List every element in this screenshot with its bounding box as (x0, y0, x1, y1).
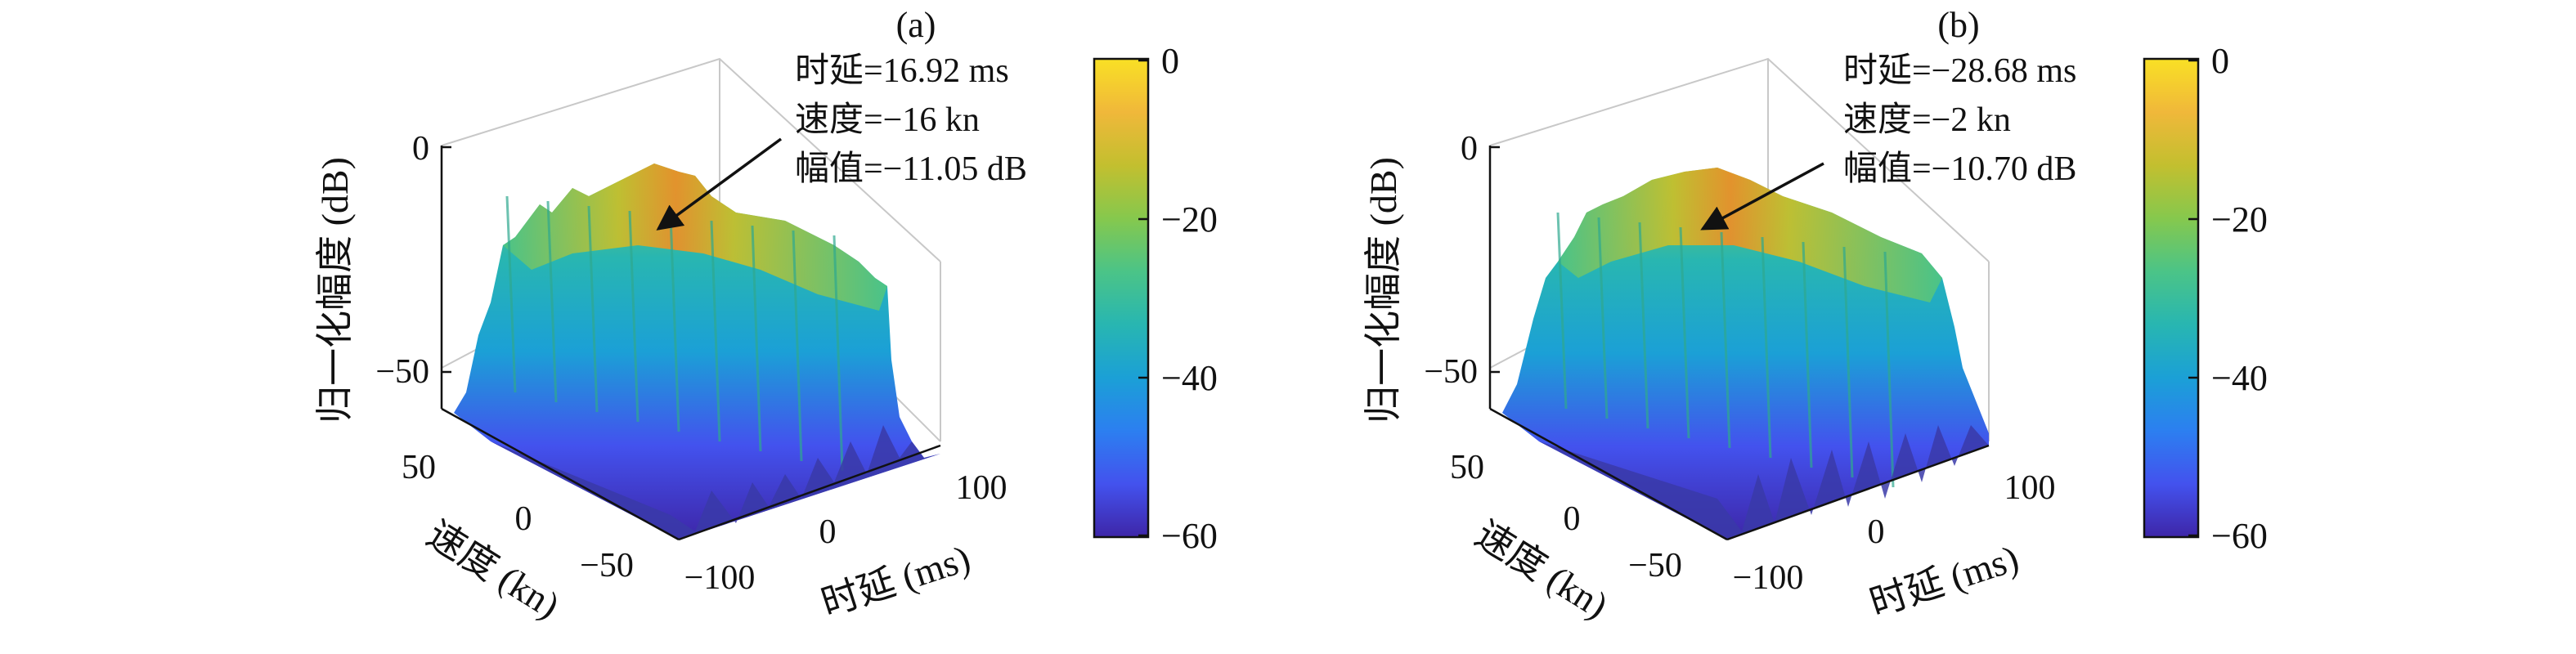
panel-a-xlabel: 时延 (ms) (816, 537, 975, 625)
panel-a-y-ticks: 50 0 −50 (402, 449, 634, 585)
panel-b-annotation-line: 幅值=−10.70 dB (1843, 150, 2076, 188)
panel-b-surface-top (1558, 168, 1942, 302)
panel-a-y-tick: 50 (402, 449, 436, 486)
panel-b-annotation: 时延=−28.68 ms 速度=−2 kn 幅值=−10.70 dB (1843, 52, 2076, 188)
surface-ridge (1720, 231, 1731, 449)
panel-b-x-tick: 0 (1868, 513, 1885, 551)
panel-b-colorbar-bar (2143, 57, 2200, 539)
panel-b-x-ticks: −100 0 100 (1733, 469, 2056, 597)
panel-b-axes (1488, 146, 1990, 541)
panel-b-annotation-line: 速度=−2 kn (1843, 101, 2011, 139)
panel-a-noise-floor (491, 425, 940, 540)
panel-b-noise-floor (1539, 425, 1989, 540)
surface-ridge (1883, 251, 1895, 488)
panel-a-y-tick: −50 (580, 547, 634, 585)
panel-a-zlabel: 归一化幅度 (dB) (314, 157, 356, 423)
panel-b-colorbar-tick: −40 (2211, 358, 2268, 398)
panel-a-z-tick: 0 (412, 130, 429, 168)
panel-b-annotation-arrow (1700, 162, 1824, 231)
panel-a-label: (a) (896, 5, 936, 45)
surface-ridge (1556, 212, 1568, 410)
surface-ridge (710, 220, 721, 442)
panel-a-colorbar-tick: −20 (1161, 199, 1218, 240)
panel-b-colorbar-tick: −60 (2211, 516, 2268, 556)
panel-a-colorbar-bar (1093, 57, 1150, 539)
panel-a: (a) 0 −50 (314, 5, 1218, 626)
panel-a-z-ticks: 0 −50 (375, 130, 429, 391)
panel-b-annotation-line: 时延=−28.68 ms (1843, 52, 2076, 90)
panel-a-ylabel: 速度 (kn) (420, 513, 567, 627)
surface-ridge (1638, 222, 1649, 429)
panel-b-colorbar-tick: 0 (2211, 41, 2229, 81)
panel-b-y-tick: 0 (1564, 500, 1581, 538)
panel-a-y-tick: 0 (515, 500, 532, 538)
panel-a-colorbar: 0 −20 −40 −60 (1093, 41, 1218, 556)
panel-b-surface (1502, 168, 1989, 540)
panel-a-colorbar-tick: −60 (1161, 516, 1218, 556)
surface-ridge (751, 225, 762, 452)
surface-ridge (669, 215, 680, 432)
panel-a-axes (440, 146, 941, 541)
panel-b-xlabel: 时延 (ms) (1865, 537, 2023, 625)
panel-a-annotation-line: 速度=−16 kn (795, 101, 980, 139)
panel-a-ridges (505, 195, 844, 472)
panel-a-x-tick: 0 (819, 513, 837, 551)
panel-a-annotation: 时延=16.92 ms 速度=−16 kn 幅值=−11.05 dB (795, 52, 1027, 188)
panel-b-y-ticks: 50 0 −50 (1450, 449, 1682, 585)
panel-a-surface-top (503, 164, 887, 311)
surface-ridge (1761, 236, 1772, 459)
panel-b-y-tick: −50 (1628, 547, 1682, 585)
panel-a-colorbar-tick: −40 (1161, 358, 1218, 398)
panel-b-z-ticks: 0 −50 (1424, 130, 1478, 391)
surface-ridge (1842, 246, 1854, 478)
panel-b-label: (b) (1937, 5, 1979, 45)
panel-a-z-tick: −50 (375, 353, 429, 391)
panel-b-ylabel: 速度 (kn) (1468, 513, 1615, 627)
panel-b-x-tick: −100 (1733, 559, 1804, 597)
panel-b-y-tick: 50 (1450, 449, 1484, 486)
surface-ridge (587, 205, 599, 413)
panel-b-colorbar: 0 −20 −40 −60 (2143, 41, 2268, 556)
panel-b: (b) 0 −50 50 (1362, 5, 2268, 626)
panel-b-x-tick: 100 (2004, 469, 2056, 507)
surface-ridge (1802, 241, 1813, 468)
surface-ridge (505, 195, 517, 393)
panel-b-ridges (1556, 212, 1895, 488)
surface-ridge (628, 210, 640, 423)
surface-ridge (546, 200, 558, 403)
panel-b-zlabel: 归一化幅度 (dB) (1362, 157, 1404, 423)
panel-b-z-tick: −50 (1424, 353, 1478, 391)
panel-a-x-ticks: −100 0 100 (684, 469, 1008, 597)
panel-a-surface (454, 164, 940, 540)
surface-ridge (832, 235, 844, 472)
panel-b-z-tick: 0 (1461, 130, 1478, 168)
surface-ridge (1679, 226, 1690, 439)
panel-a-annotation-arrow (656, 137, 783, 231)
panel-a-x-tick: −100 (684, 559, 756, 597)
panel-a-colorbar-tick: 0 (1161, 41, 1179, 81)
panel-a-annotation-line: 时延=16.92 ms (795, 52, 1009, 90)
surface-ridge (792, 230, 803, 462)
panel-a-x-tick: 100 (956, 469, 1008, 507)
surface-ridge (1597, 217, 1609, 419)
panel-a-annotation-line: 幅值=−11.05 dB (795, 150, 1027, 188)
panel-b-colorbar-tick: −20 (2211, 199, 2268, 240)
